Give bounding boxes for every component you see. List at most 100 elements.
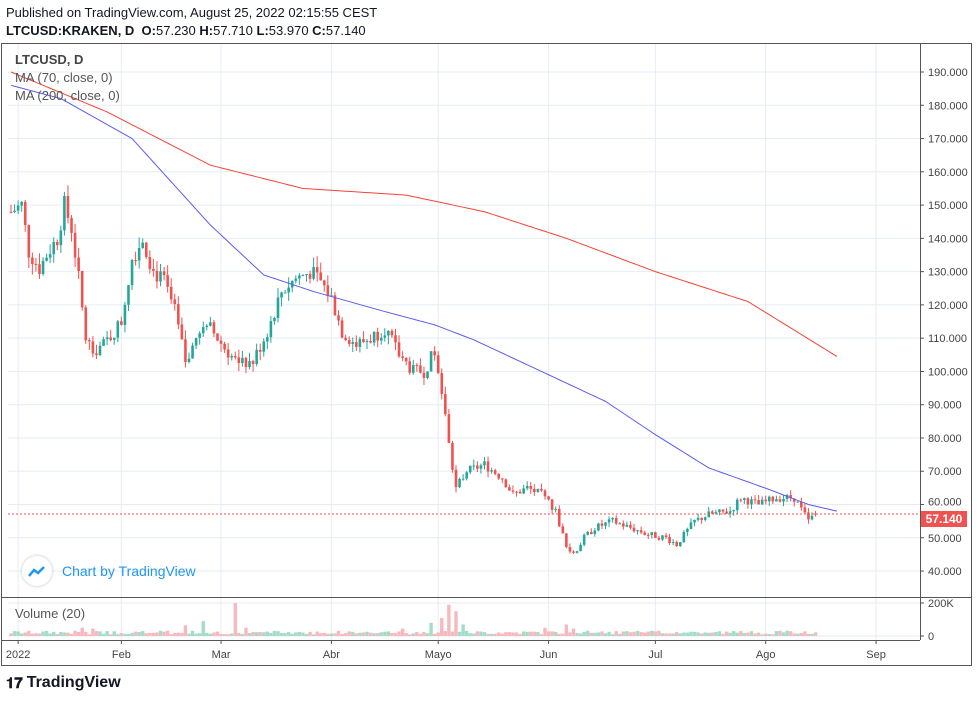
- candle-body: [614, 518, 618, 524]
- volume-bar: [408, 634, 412, 636]
- candle-body: [169, 286, 173, 300]
- candle: [678, 542, 682, 547]
- tradingview-logo[interactable]: 𝟏𝟕 TradingView: [6, 674, 121, 692]
- candle: [721, 509, 725, 515]
- candle-body: [322, 280, 326, 286]
- candle-body: [525, 486, 529, 489]
- candle-body: [180, 324, 184, 340]
- candle: [479, 463, 483, 474]
- volume-bar: [447, 604, 451, 636]
- volume-bar: [514, 632, 519, 636]
- candle: [657, 536, 661, 541]
- candle-body: [344, 337, 347, 341]
- candle-body: [497, 473, 501, 479]
- volume-bar: [222, 634, 227, 636]
- x-tick-label: Abr: [323, 649, 340, 661]
- volume-bar: [810, 633, 814, 636]
- candle-body: [408, 361, 412, 373]
- volume-bar: [383, 631, 387, 636]
- volume-bar: [34, 633, 38, 636]
- volume-bar: [304, 633, 309, 636]
- candle-body: [483, 461, 486, 466]
- candle: [540, 483, 543, 492]
- candle: [70, 215, 73, 242]
- candle-body: [646, 534, 650, 536]
- candle: [159, 264, 162, 287]
- candle: [248, 352, 251, 370]
- volume-bar: [397, 631, 401, 636]
- candle-body: [16, 205, 20, 211]
- candle: [340, 317, 344, 339]
- volume-bar: [504, 632, 508, 636]
- candle-body: [102, 339, 105, 346]
- volume-bar: [586, 630, 590, 636]
- volume-bar: [319, 633, 323, 636]
- candle: [251, 359, 255, 372]
- volume-bar: [429, 622, 433, 636]
- volume-bar: [393, 632, 398, 636]
- candle: [778, 495, 782, 503]
- candle-body: [340, 320, 344, 338]
- candle-body: [84, 307, 88, 341]
- volume-bar: [660, 633, 665, 636]
- volume-bar: [699, 633, 704, 636]
- candle: [123, 301, 127, 333]
- candle-body: [237, 357, 241, 364]
- candle: [404, 357, 408, 366]
- candle: [454, 465, 458, 493]
- volume-bar: [375, 633, 380, 636]
- candle-body: [622, 523, 625, 527]
- candle-body: [77, 257, 80, 272]
- candle: [80, 270, 84, 311]
- close-value: 57.140: [325, 23, 366, 38]
- candle-body: [298, 275, 301, 279]
- volume-bar: [76, 631, 81, 636]
- candle-body: [511, 490, 515, 492]
- candle: [141, 238, 145, 249]
- volume-bar: [489, 633, 494, 636]
- candle: [518, 489, 522, 494]
- volume-bar: [272, 630, 277, 636]
- candle-body: [476, 465, 479, 469]
- volume-bar: [251, 632, 255, 636]
- volume-bar: [721, 633, 725, 636]
- volume-bar: [692, 631, 697, 636]
- candle: [757, 495, 760, 505]
- candle-body: [753, 499, 757, 501]
- candle-body: [593, 530, 597, 535]
- watermark[interactable]: Chart by TradingView: [22, 556, 196, 586]
- candle: [664, 533, 668, 540]
- volume-bar: [400, 628, 405, 636]
- volume-bar: [361, 632, 366, 636]
- candle: [134, 251, 137, 266]
- volume-bar: [119, 633, 124, 636]
- y-tick-label: 150.000: [928, 200, 968, 212]
- candle-body: [557, 508, 561, 527]
- candle-body: [721, 509, 725, 512]
- candle: [725, 508, 728, 515]
- candle-body: [411, 365, 415, 373]
- candle: [589, 528, 593, 535]
- candle: [120, 316, 123, 326]
- legend-title: LTCUSD, D: [15, 52, 84, 67]
- volume-bar: [657, 630, 661, 636]
- candle-body: [764, 499, 768, 502]
- volume-bar: [297, 631, 302, 636]
- candle-body: [401, 356, 404, 358]
- candle-body: [703, 517, 707, 520]
- volume-bar: [443, 631, 448, 636]
- candle-body: [678, 542, 682, 547]
- candle-body: [141, 242, 145, 248]
- candle: [465, 470, 468, 481]
- candle-body: [362, 339, 365, 343]
- candle: [9, 204, 13, 214]
- candle: [803, 503, 807, 514]
- candle: [95, 344, 98, 360]
- candle-body: [283, 292, 287, 294]
- chart-frame: [1, 43, 972, 666]
- x-tick-label: Jun: [540, 649, 558, 661]
- candle-body: [686, 528, 689, 533]
- candle-body: [629, 524, 632, 528]
- volume-bar: [108, 634, 113, 636]
